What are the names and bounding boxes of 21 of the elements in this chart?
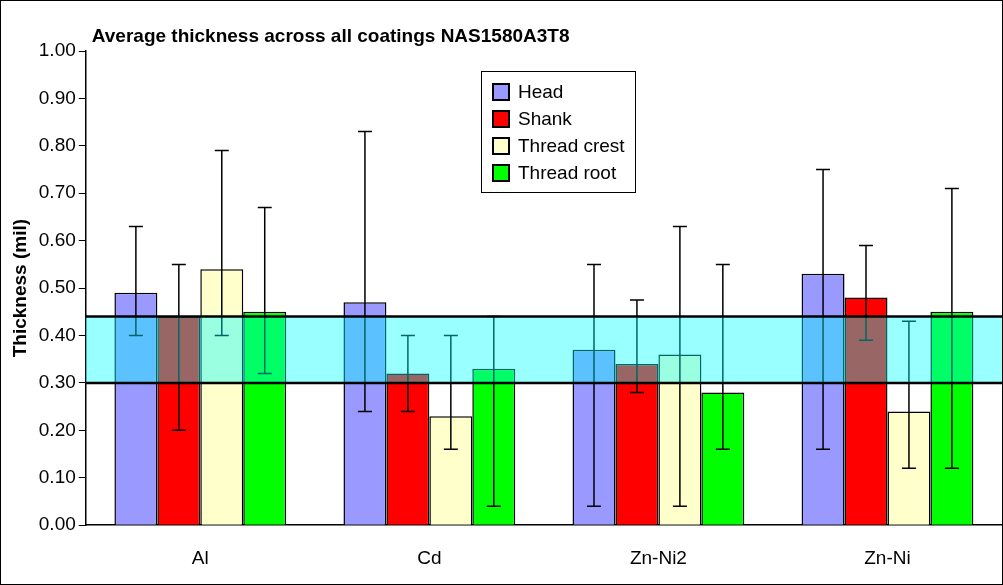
y-tick-label: 0.60	[38, 228, 76, 250]
y-tick-label: 0.00	[38, 513, 76, 535]
y-tick-label: 0.40	[38, 323, 76, 345]
x-tick-label: Zn-Ni	[864, 546, 911, 568]
y-tick-label: 0.20	[38, 418, 76, 440]
legend-label: Thread root	[518, 161, 617, 185]
legend-label: Thread crest	[518, 134, 625, 158]
x-tick-label: Zn-Ni2	[629, 546, 687, 568]
legend-label: Head	[518, 80, 564, 104]
y-tick-label: 0.90	[38, 86, 76, 108]
x-tick-label: Al	[191, 546, 209, 568]
y-tick-label: 0.70	[38, 181, 76, 203]
y-tick-label: 0.10	[38, 466, 76, 488]
y-tick-label: 0.50	[38, 276, 76, 298]
y-axis-title: Thickness (mil)	[8, 218, 30, 358]
y-tick-label: 1.00	[38, 39, 76, 61]
y-tick-label: 0.80	[38, 134, 76, 156]
chart-title: Average thickness across all coatings NAS1580A3T8	[91, 25, 570, 47]
x-tick-label: Cd	[417, 546, 442, 568]
y-tick-label: 0.30	[38, 371, 76, 393]
legend-label: Shank	[518, 107, 572, 131]
